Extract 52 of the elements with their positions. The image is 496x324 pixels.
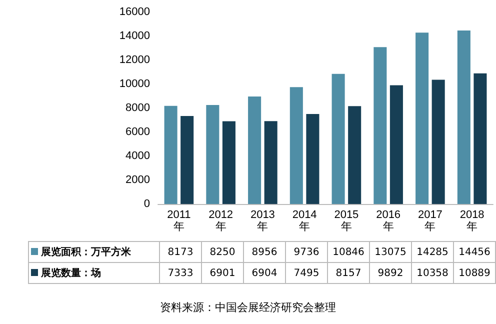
bar (474, 73, 487, 204)
data-label: 8250 (202, 242, 244, 262)
x-tick-label: 2014 年 (292, 209, 317, 233)
x-tick-label: 2016 年 (376, 209, 401, 233)
y-tick-label: 10000 (119, 78, 150, 90)
data-label: 14456 (454, 242, 496, 262)
bar (457, 30, 470, 204)
data-label: 10889 (454, 262, 496, 284)
y-tick-label: 4000 (126, 150, 150, 162)
bar (264, 121, 278, 204)
x-tick-label: 2013 年 (250, 209, 275, 233)
data-label: 9892 (370, 262, 412, 284)
y-tick-label: 2000 (126, 174, 150, 186)
bar (164, 106, 178, 204)
data-label: 8173 (160, 242, 202, 262)
y-tick-label: 0 (144, 198, 150, 210)
y-tick-label: 6000 (126, 126, 150, 138)
text: 资料来源：中国会展经济研究会整理 (159, 300, 337, 315)
data-label: 6901 (202, 262, 244, 284)
y-tick-label: 12000 (119, 54, 150, 66)
bar (374, 47, 387, 204)
x-tick-label: 2012 年 (208, 209, 234, 233)
data-label: 13075 (370, 242, 412, 262)
data-label: 14285 (412, 242, 454, 262)
bar (248, 96, 262, 204)
bar (390, 85, 403, 204)
legend-label: 展览数量：场 (28, 262, 160, 284)
data-label: 9736 (286, 242, 328, 262)
data-label: 7495 (286, 262, 328, 284)
data-label: 8157 (328, 262, 370, 284)
bar (206, 105, 220, 204)
data-label: 8956 (244, 242, 286, 262)
bar (432, 80, 445, 204)
x-tick-label: 2011 年 (167, 209, 191, 233)
legend-label: 展览面积：万平方米 (28, 242, 160, 262)
x-tick-label: 2017 年 (418, 209, 442, 233)
bar (416, 32, 429, 204)
y-tick-label: 8000 (126, 102, 150, 114)
y-tick-label: 16000 (119, 6, 150, 18)
x-tick-label: 2015 年 (334, 209, 359, 233)
y-tick-label: 14000 (119, 30, 150, 42)
bar (332, 74, 345, 204)
bar (222, 121, 236, 204)
data-label: 6904 (244, 262, 286, 284)
data-label: 10846 (328, 242, 370, 262)
bar (180, 116, 194, 204)
data-label: 7333 (160, 262, 202, 284)
bar (290, 87, 303, 204)
bar (306, 114, 320, 204)
data-label: 10358 (412, 262, 454, 284)
x-tick-label: 2018 年 (460, 209, 484, 233)
bar (348, 106, 362, 204)
